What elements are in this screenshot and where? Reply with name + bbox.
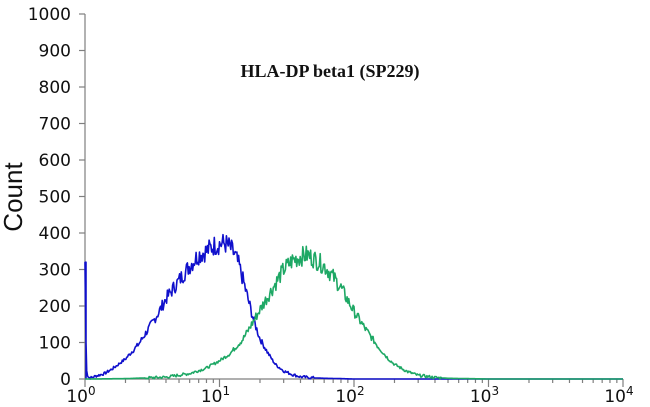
y-tick-label: 400	[39, 224, 71, 244]
y-tick-label: 200	[39, 297, 71, 317]
chart-title: HLA-DP beta1 (SP229)	[241, 61, 420, 82]
x-tick-label: 103	[470, 384, 499, 407]
x-tick-label: 102	[335, 384, 364, 407]
y-tick-label: 600	[39, 151, 71, 171]
y-tick-label: 300	[39, 261, 71, 281]
y-tick-label: 800	[39, 78, 71, 98]
y-tick-label: 1000	[28, 5, 71, 25]
y-tick-label: 500	[39, 188, 71, 208]
x-tick-label: 104	[604, 384, 633, 407]
x-tick-labels: 100 101 102 103 104	[66, 384, 633, 407]
series-line-2	[85, 245, 623, 380]
y-tick-label: 700	[39, 115, 71, 135]
y-tick-label: 100	[39, 334, 71, 354]
y-tick-label: 0	[60, 370, 71, 390]
y-tick-labels: 0 100 200 300 400 500 600 700 800 900 1000	[28, 5, 71, 390]
x-tick-label: 100	[66, 384, 95, 407]
y-tick-label: 900	[39, 42, 71, 62]
x-tick-label: 101	[201, 384, 230, 407]
y-axis-title: Count	[0, 162, 28, 232]
series-group	[84, 233, 623, 380]
